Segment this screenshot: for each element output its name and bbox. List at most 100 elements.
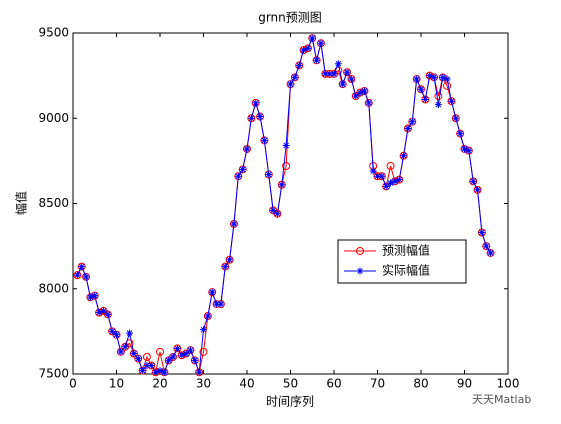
marker	[130, 350, 138, 358]
marker	[82, 273, 90, 281]
x-tick-label: 0	[69, 377, 77, 391]
marker	[347, 75, 355, 83]
marker	[269, 206, 277, 214]
marker	[186, 346, 194, 354]
marker	[330, 70, 338, 78]
marker	[156, 347, 164, 356]
marker	[387, 179, 395, 187]
y-tick-label: 8000	[38, 281, 69, 295]
x-tick-label: 10	[109, 377, 124, 391]
marker	[334, 60, 342, 68]
marker	[465, 147, 473, 155]
marker	[365, 99, 373, 107]
marker	[456, 130, 464, 138]
marker	[273, 210, 281, 218]
y-tick-label: 8500	[38, 196, 69, 210]
marker	[165, 356, 173, 364]
watermark: 天天Matlab	[472, 393, 531, 406]
marker	[260, 136, 268, 144]
marker	[173, 344, 181, 352]
marker	[160, 368, 168, 376]
marker	[230, 220, 238, 228]
marker	[408, 118, 416, 126]
marker	[343, 68, 351, 76]
marker	[434, 92, 443, 101]
marker	[430, 73, 438, 81]
marker	[369, 167, 377, 175]
marker	[152, 368, 160, 376]
marker	[308, 34, 316, 42]
marker	[339, 80, 347, 88]
marker	[426, 72, 434, 80]
y-tick-label: 9000	[38, 111, 69, 125]
x-tick-label: 50	[283, 377, 298, 391]
marker	[143, 361, 151, 369]
marker	[134, 355, 142, 363]
marker	[182, 350, 190, 358]
x-tick-label: 90	[457, 377, 472, 391]
marker	[282, 161, 291, 170]
marker	[86, 293, 94, 301]
marker	[386, 161, 395, 170]
marker	[447, 97, 455, 105]
legend-marker	[356, 267, 364, 275]
legend-label: 实际幅值	[382, 263, 430, 278]
marker	[404, 124, 412, 132]
marker	[108, 327, 116, 335]
marker	[200, 326, 207, 334]
marker	[482, 242, 490, 250]
marker	[226, 256, 234, 264]
x-axis-label: 时间序列	[266, 394, 314, 409]
marker	[99, 307, 107, 315]
x-tick-label: 100	[497, 377, 520, 391]
marker	[478, 228, 486, 236]
marker	[291, 73, 299, 81]
marker	[313, 56, 321, 64]
marker	[304, 44, 312, 52]
marker	[73, 271, 81, 279]
marker	[95, 309, 103, 317]
marker	[461, 145, 468, 153]
y-tick-label: 9500	[38, 26, 69, 40]
marker	[91, 292, 99, 300]
marker	[139, 367, 147, 375]
marker	[326, 70, 334, 78]
marker	[356, 89, 364, 97]
marker	[374, 172, 381, 180]
y-axis-label: 幅值	[14, 191, 29, 215]
marker	[208, 288, 216, 296]
marker	[321, 70, 329, 78]
x-tick-label: 70	[370, 377, 385, 391]
legend-label: 预测幅值	[382, 243, 430, 258]
marker	[282, 142, 290, 150]
marker	[382, 182, 390, 190]
marker	[474, 186, 482, 194]
marker	[204, 312, 212, 320]
marker	[191, 356, 199, 364]
marker	[278, 181, 286, 189]
legend-marker	[356, 247, 364, 255]
marker	[142, 352, 151, 361]
marker	[391, 177, 399, 185]
marker	[217, 300, 225, 308]
marker	[417, 85, 425, 93]
marker	[252, 99, 260, 107]
marker	[400, 152, 408, 160]
marker	[413, 75, 421, 83]
marker	[439, 73, 447, 81]
marker	[247, 114, 255, 122]
marker	[199, 347, 208, 356]
marker	[452, 114, 460, 122]
marker	[352, 92, 360, 100]
marker	[421, 95, 429, 103]
marker	[147, 361, 155, 369]
marker	[469, 177, 477, 185]
marker	[487, 249, 495, 257]
marker	[434, 101, 442, 109]
marker	[169, 353, 177, 361]
marker	[221, 263, 229, 271]
marker	[443, 75, 451, 83]
marker	[378, 172, 386, 180]
y-tick-label: 7500	[38, 367, 69, 381]
